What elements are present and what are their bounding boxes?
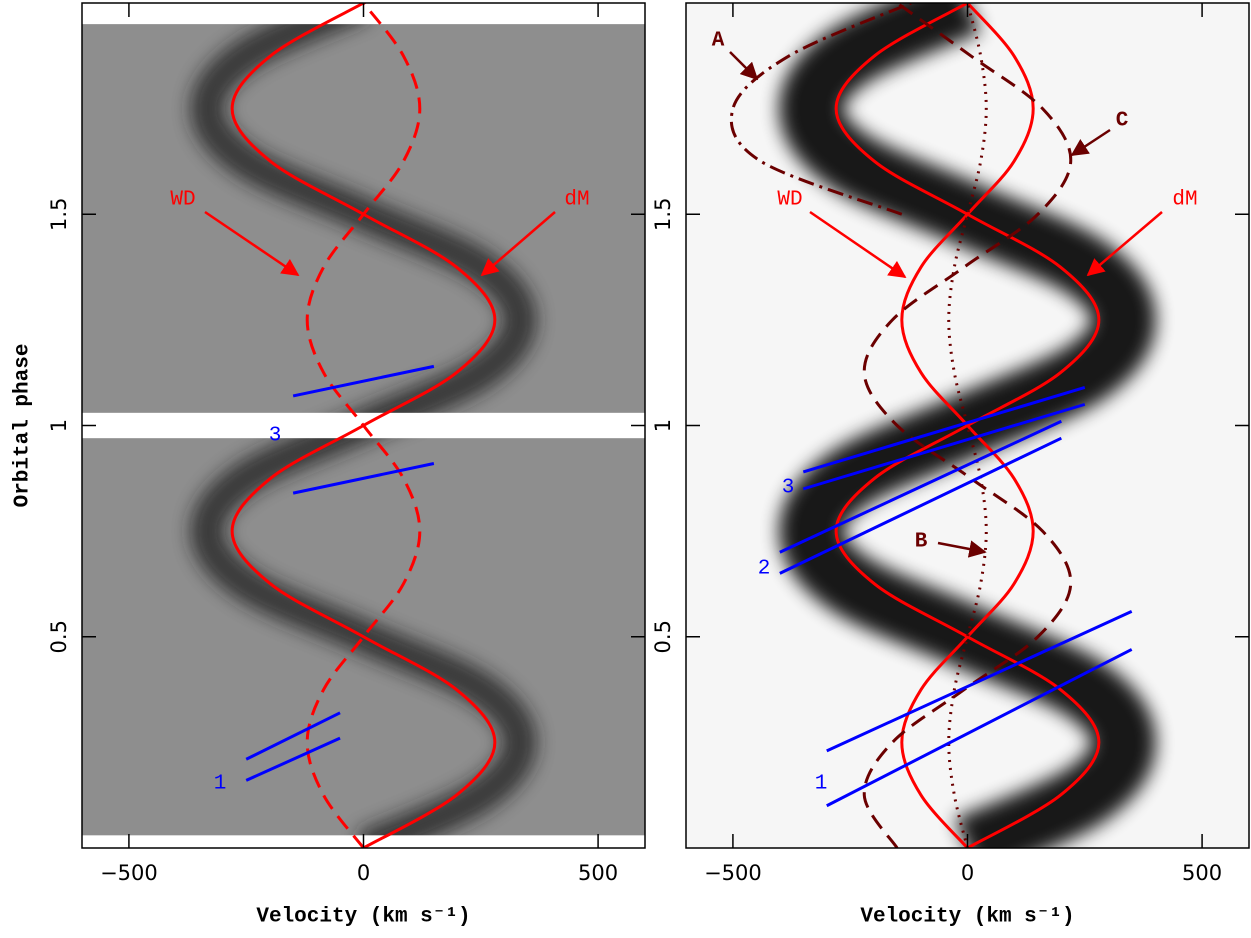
curve-label: WD	[170, 189, 195, 212]
fit-line	[826, 610, 1133, 753]
rv-curve	[305, 3, 422, 848]
x-tick-label: −500	[704, 861, 762, 885]
x-axis-title: Velocity (km s⁻¹)	[860, 906, 1074, 929]
arrow	[480, 211, 556, 277]
group-label: 3	[269, 425, 282, 448]
fit-line	[245, 736, 341, 782]
curve-label: dM	[564, 189, 589, 212]
x-axis-title: Velocity (km s⁻¹)	[256, 906, 470, 929]
rv-curve	[729, 3, 912, 216]
fit-line	[802, 386, 1086, 474]
group-label: 1	[815, 773, 828, 796]
fit-line	[245, 711, 341, 761]
y-tick-label: 1	[47, 419, 71, 432]
curve-label: dM	[1172, 189, 1197, 212]
arrow	[1086, 211, 1163, 277]
curve-label: B	[915, 531, 928, 554]
group-label: 1	[214, 773, 227, 796]
rv-curve	[947, 3, 988, 848]
arrow	[809, 210, 907, 279]
y-tick-label: 0.5	[47, 620, 71, 653]
fit-line	[292, 462, 435, 495]
fit-line	[779, 436, 1062, 575]
arrow	[937, 540, 987, 558]
x-tick-label: 0	[961, 861, 974, 885]
panel	[82, 3, 645, 848]
fit-line	[779, 419, 1062, 554]
y-tick-label: 1.5	[47, 198, 71, 231]
arrow	[204, 210, 300, 277]
curve-label: A	[712, 30, 725, 53]
x-tick-label: 0	[357, 861, 370, 885]
x-tick-label: 500	[1182, 861, 1222, 885]
rv-curve	[900, 3, 1035, 848]
group-label: 3	[782, 477, 795, 500]
fit-line	[292, 364, 435, 398]
curve-label: C	[1116, 110, 1129, 133]
arrow	[1070, 128, 1111, 157]
panel	[686, 3, 1249, 848]
y-tick-label: 1	[651, 419, 675, 432]
x-tick-label: 500	[578, 861, 618, 885]
group-label: 2	[758, 558, 771, 581]
y-tick-label: 0.5	[651, 620, 675, 653]
fit-line	[802, 402, 1086, 491]
arrow	[729, 51, 759, 81]
y-tick-label: 1.5	[651, 198, 675, 231]
fit-line	[826, 648, 1133, 808]
x-tick-label: −500	[100, 861, 158, 885]
y-axis-title: Orbital phase	[12, 344, 35, 508]
rv-curve	[862, 3, 1073, 848]
curve-label: WD	[777, 189, 802, 212]
